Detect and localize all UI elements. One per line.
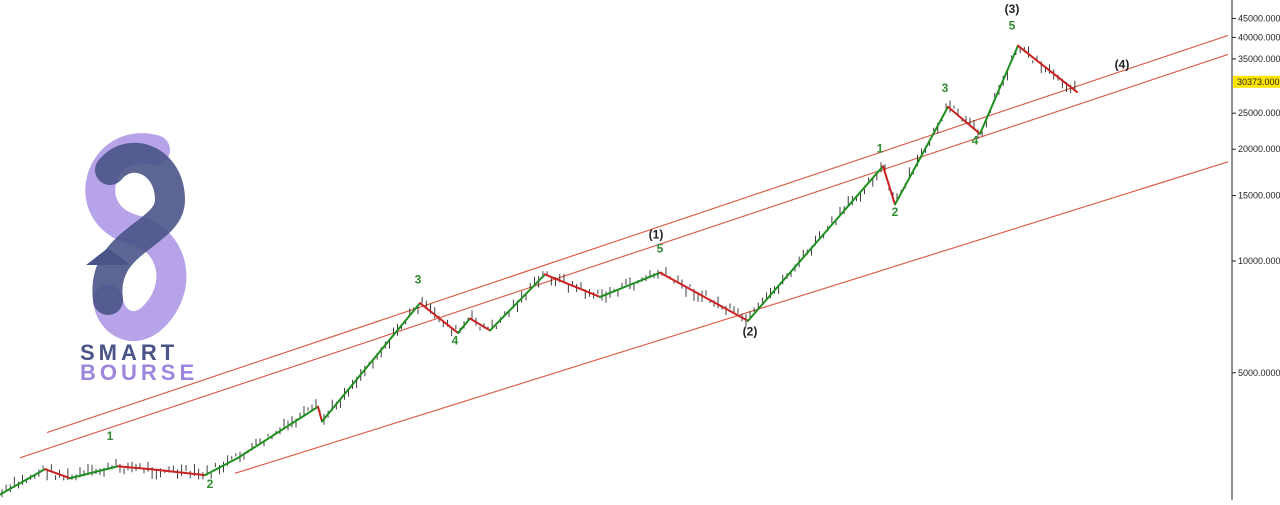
correction-segment bbox=[544, 273, 601, 298]
impulse-segment bbox=[69, 465, 119, 480]
correction-segment bbox=[117, 465, 151, 471]
major-wave-label: (4) bbox=[1115, 57, 1130, 71]
channel-lines bbox=[19, 34, 1229, 474]
correction-segment bbox=[149, 468, 206, 477]
minor-wave-label: 2 bbox=[207, 477, 214, 491]
impulse-segment bbox=[204, 456, 239, 477]
impulse-segment bbox=[457, 317, 471, 334]
y-tick-label: 5000.0000 bbox=[1238, 368, 1280, 378]
wave-path bbox=[0, 44, 1078, 496]
impulse-segment bbox=[0, 468, 46, 496]
impulse-segment bbox=[599, 271, 661, 298]
correction-segment bbox=[317, 405, 323, 423]
correction-segment bbox=[419, 302, 459, 334]
correction-segment bbox=[882, 165, 896, 206]
logo-text-smart: SMART bbox=[80, 340, 178, 365]
minor-wave-label: 5 bbox=[1009, 19, 1016, 33]
minor-wave-label: 3 bbox=[942, 81, 949, 95]
channel-line-2 bbox=[19, 53, 1229, 459]
y-tick-label: 15000.000 bbox=[1238, 191, 1280, 201]
smart-bourse-logo: SMART BOURSE bbox=[80, 133, 198, 385]
y-tick-label: 10000.000 bbox=[1238, 256, 1280, 266]
major-wave-label: (2) bbox=[743, 324, 758, 338]
minor-wave-label: 3 bbox=[415, 272, 422, 286]
y-tick-label: 45000.000 bbox=[1238, 13, 1280, 23]
impulse-segment bbox=[237, 405, 319, 459]
major-wave-label: (1) bbox=[649, 227, 664, 241]
current-price-label: 30373.000 bbox=[1237, 77, 1280, 87]
minor-wave-label: 1 bbox=[107, 429, 114, 443]
y-tick-label: 20000.000 bbox=[1238, 144, 1280, 154]
logo-mark-icon bbox=[85, 133, 187, 341]
channel-line-1 bbox=[46, 34, 1229, 434]
minor-wave-label: 4 bbox=[972, 133, 979, 147]
impulse-segment bbox=[894, 105, 949, 206]
minor-wave-label: 4 bbox=[452, 334, 459, 348]
correction-segment bbox=[44, 468, 71, 480]
impulse-segment bbox=[321, 302, 421, 423]
correction-segment bbox=[1017, 44, 1078, 94]
y-tick-label: 25000.000 bbox=[1238, 108, 1280, 118]
logo-text-bourse: BOURSE bbox=[80, 360, 198, 385]
minor-wave-label: 1 bbox=[877, 141, 884, 155]
minor-wave-label: 5 bbox=[657, 241, 664, 255]
correction-segment bbox=[469, 317, 491, 332]
channel-line-3 bbox=[234, 161, 1229, 474]
impulse-segment bbox=[979, 44, 1019, 135]
correction-segment bbox=[947, 105, 981, 135]
price-axis: 45000.000 40000.000 35000.000 25000.000 2000… bbox=[1231, 0, 1280, 500]
impulse-segment bbox=[747, 165, 884, 322]
major-wave-label: (3) bbox=[1005, 2, 1020, 16]
correction-segment bbox=[659, 271, 749, 322]
current-price-badge bbox=[1233, 75, 1280, 88]
y-tick-label: 40000.000 bbox=[1238, 32, 1280, 42]
impulse-segment bbox=[489, 273, 546, 332]
minor-wave-label: 2 bbox=[892, 205, 899, 219]
y-tick-label: 35000.000 bbox=[1238, 54, 1280, 64]
